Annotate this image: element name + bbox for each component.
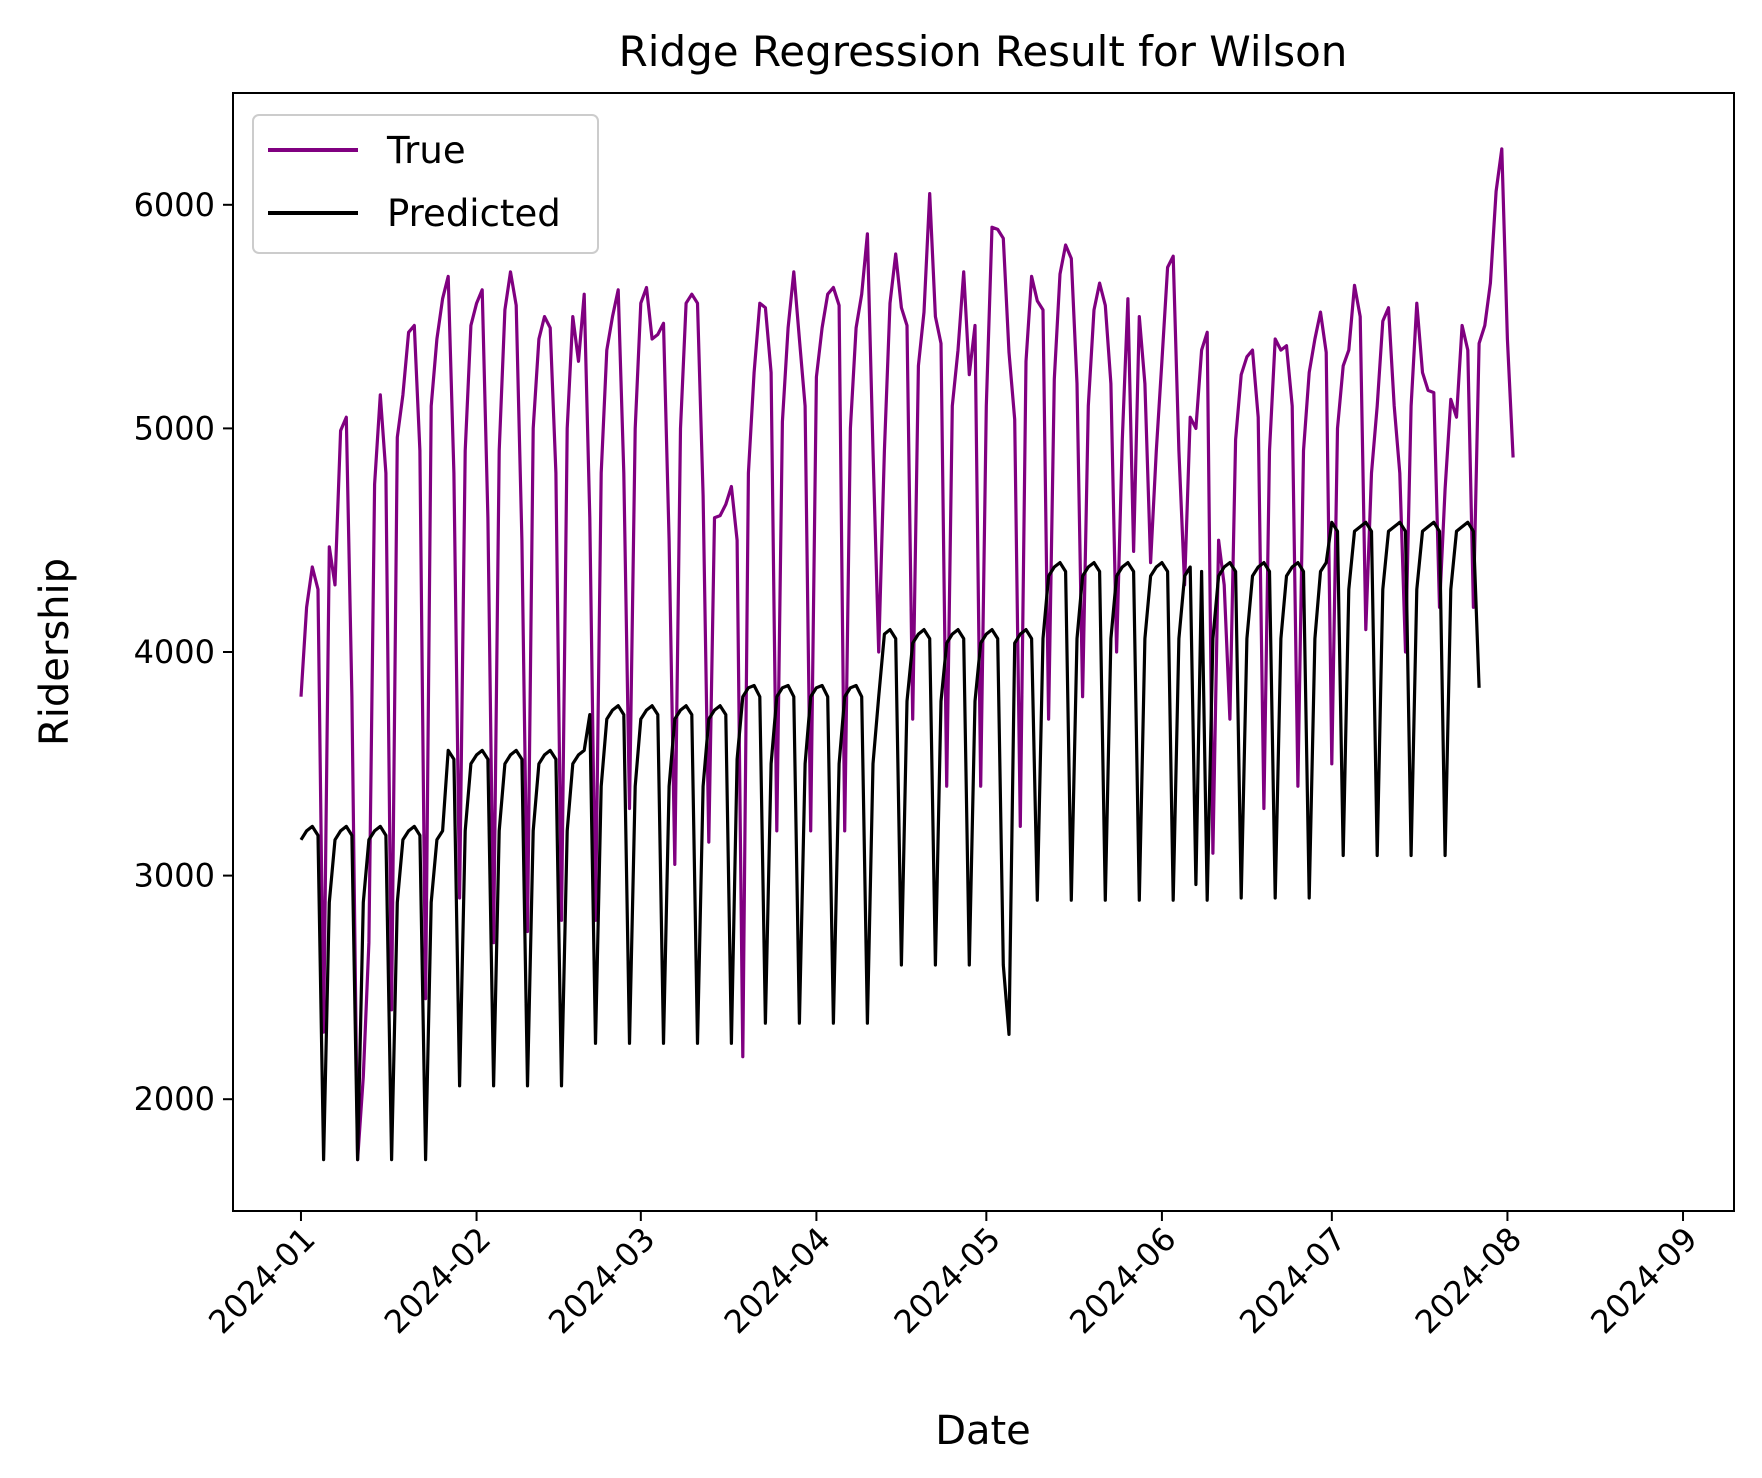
x-axis-label: Date (935, 1408, 1031, 1454)
chart-title: Ridge Regression Result for Wilson (619, 27, 1348, 76)
series-line-predicted (299, 520, 1481, 1162)
y-tick-label: 2000 (134, 1080, 215, 1118)
y-tick-label: 5000 (134, 409, 215, 447)
y-axis-label: Ridership (32, 558, 78, 746)
y-axis: 2000 3000 4000 5000 6000 (134, 186, 233, 1118)
y-tick-label: 4000 (134, 633, 215, 671)
y-tick-label: 6000 (134, 186, 215, 224)
plot-area (299, 147, 1515, 1162)
legend-label-predicted: Predicted (387, 192, 561, 235)
legend: True Predicted (252, 114, 599, 254)
y-tick-label: 3000 (134, 857, 215, 895)
series-line-true (299, 147, 1515, 1162)
legend-label-true: True (386, 129, 466, 172)
